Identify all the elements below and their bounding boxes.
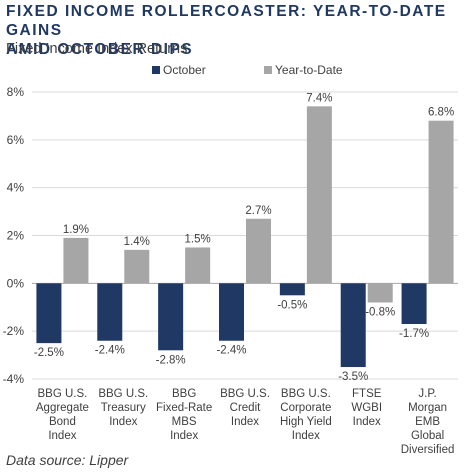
bars — [36, 106, 454, 368]
ytd-bar — [306, 106, 332, 284]
x-axis-categories: BBG U.S. Aggregate Bond Index BBG U.S. Treasu… — [36, 388, 455, 456]
chart-subtitle: Fixed Income Index Returns — [6, 41, 188, 57]
x-category-label-line: BBG U.S. — [220, 388, 270, 400]
x-category-label: BBG U.S. Corporate High Yield Index — [280, 388, 332, 442]
data-label: 6.8% — [428, 107, 454, 119]
x-category-label-line: MBS — [172, 416, 197, 428]
october-bar — [279, 283, 305, 296]
chart-title: FIXED INCOME ROLLERCOASTER: YEAR-TO-DATE… — [6, 2, 474, 59]
october-bar — [158, 283, 184, 351]
x-category-label-line: Index — [353, 416, 381, 428]
data-label: 1.5% — [185, 233, 211, 245]
x-category-label-line: Index — [231, 416, 259, 428]
x-category-label-line: Bond — [49, 416, 76, 428]
x-category-label-line: BBG — [172, 388, 196, 400]
x-category-label-line: Morgan — [408, 402, 447, 414]
x-category-label-line: FTSE — [352, 388, 382, 400]
legend-label-ytd: Year-to-Date — [275, 63, 343, 77]
data-source: Data source: Lipper — [6, 452, 129, 468]
x-category-label-line: Fixed-Rate — [156, 402, 212, 414]
data-labels: -2.5% 1.9% -2.4% 1.4% -2.8% 1.5% -2.4% 2.7% -0.5… — [34, 92, 454, 383]
october-bar — [97, 283, 123, 341]
x-category-label-line: BBG U.S. — [98, 388, 148, 400]
y-tick-label: 6% — [7, 133, 25, 147]
y-tick-label: -4% — [3, 372, 25, 386]
x-category-label: J.P. Morgan EMB Global Diversified — [401, 388, 455, 456]
legend: October Year-to-Date — [152, 63, 343, 77]
data-label: -1.7% — [399, 328, 429, 340]
x-category-label-line: Diversified — [401, 444, 455, 456]
x-category-label-line: Treasury — [101, 402, 146, 414]
data-label: -2.8% — [156, 354, 186, 366]
data-label: -0.5% — [277, 299, 307, 311]
october-bar — [219, 283, 244, 341]
x-category-label-line: Index — [292, 430, 320, 442]
ytd-bar — [428, 120, 454, 284]
x-category-label-line: Aggregate — [36, 402, 89, 414]
x-category-label-line: WGBI — [351, 402, 382, 414]
data-label: 7.4% — [306, 92, 332, 104]
x-category-label: BBG U.S. Treasury Index — [98, 388, 148, 428]
x-category-label: BBG U.S. Aggregate Bond Index — [36, 388, 89, 442]
x-category-label-line: Index — [170, 430, 198, 442]
x-category-label: BBG U.S. Credit Index — [220, 388, 270, 428]
ytd-bar — [246, 218, 271, 284]
x-category-label-line: Index — [48, 430, 76, 442]
legend-swatch-october — [152, 66, 160, 74]
data-label: 1.4% — [124, 236, 150, 248]
october-bar — [340, 283, 366, 368]
ytd-bar — [185, 247, 211, 284]
y-tick-label: 8% — [7, 85, 25, 99]
data-label: -2.5% — [34, 347, 64, 359]
ytd-bar — [63, 237, 89, 284]
x-category-label-line: Global — [411, 430, 444, 442]
x-category-label: BBG Fixed-Rate MBS Index — [156, 388, 212, 442]
x-category-label-line: EMB — [415, 416, 440, 428]
grid-lines — [32, 91, 458, 380]
x-category-label-line: J.P. — [418, 388, 436, 400]
chart-title-line-2: AMID OCTOBER DIPS — [6, 41, 194, 58]
y-tick-label: 2% — [7, 229, 25, 243]
y-tick-label: 4% — [7, 181, 25, 195]
data-label: 1.9% — [63, 224, 89, 236]
october-bar — [36, 283, 62, 344]
x-category-label-line: High Yield — [280, 416, 332, 428]
october-bar — [401, 283, 427, 324]
data-label: -2.4% — [216, 345, 246, 357]
x-category-label: FTSE WGBI Index — [351, 388, 382, 428]
data-label: -0.8% — [365, 306, 395, 318]
y-tick-label: -2% — [3, 324, 25, 338]
ytd-bar — [124, 249, 150, 284]
chart-title-line-1: FIXED INCOME ROLLERCOASTER: YEAR-TO-DATE… — [6, 3, 447, 39]
x-category-label-line: BBG U.S. — [37, 388, 87, 400]
x-category-label-line: Corporate — [280, 402, 331, 414]
y-axis: 8% 6% 4% 2% 0% -2% -4% — [3, 85, 25, 386]
x-category-label-line: Index — [109, 416, 137, 428]
ytd-bar — [367, 283, 393, 303]
legend-swatch-ytd — [264, 66, 272, 74]
data-label: -2.4% — [95, 345, 125, 357]
y-tick-label: 0% — [7, 276, 25, 290]
x-category-label-line: Credit — [230, 402, 261, 414]
legend-label-october: October — [163, 63, 206, 77]
x-category-label-line: BBG U.S. — [281, 388, 331, 400]
data-label: -3.5% — [338, 371, 368, 383]
data-label: 2.7% — [245, 205, 271, 217]
